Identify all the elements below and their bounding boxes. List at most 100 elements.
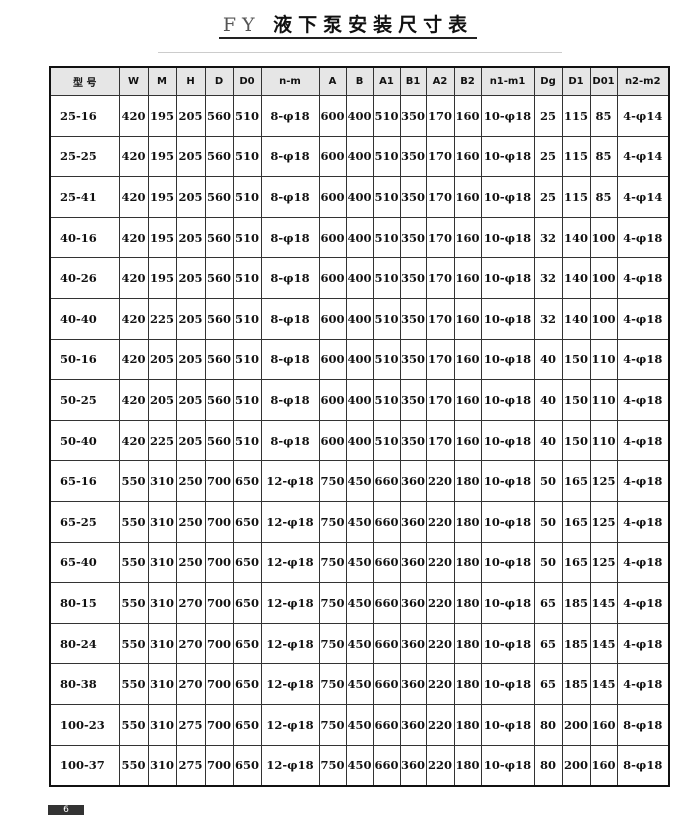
value-cell: 750 xyxy=(318,703,347,746)
value-cell: 160 xyxy=(453,176,482,218)
column-header: D1 xyxy=(561,66,591,96)
value-cell: 140 xyxy=(561,297,591,340)
value-cell: 510 xyxy=(232,297,262,340)
value-cell: 420 xyxy=(118,257,149,299)
value-cell: 12-φ18 xyxy=(260,582,320,624)
value-cell: 400 xyxy=(345,135,374,178)
value-cell: 10-φ18 xyxy=(480,460,535,502)
value-cell: 4-φ18 xyxy=(616,622,670,665)
value-cell: 550 xyxy=(118,582,149,624)
value-cell: 180 xyxy=(453,744,482,787)
value-cell: 4-φ14 xyxy=(616,176,670,218)
value-cell: 140 xyxy=(561,257,591,299)
value-cell: 40 xyxy=(533,338,563,381)
column-header: A xyxy=(318,66,347,96)
value-cell: 650 xyxy=(232,541,262,584)
column-header: n1-m1 xyxy=(480,66,535,96)
value-cell: 750 xyxy=(318,460,347,502)
title-prefix: FY xyxy=(222,14,261,36)
column-header: B xyxy=(345,66,374,96)
value-cell: 700 xyxy=(204,744,234,787)
value-cell: 12-φ18 xyxy=(260,663,320,705)
value-cell: 125 xyxy=(589,500,618,543)
value-cell: 350 xyxy=(399,176,427,218)
model-cell: 65-40 xyxy=(49,541,120,584)
value-cell: 65 xyxy=(533,622,563,665)
value-cell: 700 xyxy=(204,663,234,705)
model-cell: 25-25 xyxy=(49,135,120,178)
value-cell: 8-φ18 xyxy=(260,297,320,340)
value-cell: 160 xyxy=(589,744,618,787)
value-cell: 450 xyxy=(345,541,374,584)
value-cell: 250 xyxy=(175,500,206,543)
value-cell: 32 xyxy=(533,216,563,259)
value-cell: 205 xyxy=(175,419,206,462)
value-cell: 600 xyxy=(318,338,347,381)
value-cell: 450 xyxy=(345,582,374,624)
value-cell: 10-φ18 xyxy=(480,744,535,787)
value-cell: 195 xyxy=(147,216,177,259)
value-cell: 180 xyxy=(453,500,482,543)
model-cell: 25-16 xyxy=(49,95,120,137)
model-cell: 40-40 xyxy=(49,297,120,340)
value-cell: 165 xyxy=(561,460,591,502)
value-cell: 80 xyxy=(533,744,563,787)
value-cell: 85 xyxy=(589,95,618,137)
column-header: M xyxy=(147,66,177,96)
value-cell: 170 xyxy=(425,135,455,178)
value-cell: 560 xyxy=(204,338,234,381)
value-cell: 4-φ18 xyxy=(616,460,670,502)
value-cell: 560 xyxy=(204,135,234,178)
column-header: D xyxy=(204,66,234,96)
value-cell: 310 xyxy=(147,541,177,584)
value-cell: 510 xyxy=(232,338,262,381)
title-text: 液下泵安装尺寸表 xyxy=(273,14,474,36)
value-cell: 360 xyxy=(399,500,427,543)
value-cell: 750 xyxy=(318,500,347,543)
value-cell: 550 xyxy=(118,541,149,584)
value-cell: 400 xyxy=(345,379,374,421)
value-cell: 600 xyxy=(318,257,347,299)
value-cell: 4-φ18 xyxy=(616,500,670,543)
value-cell: 8-φ18 xyxy=(260,135,320,178)
value-cell: 4-φ14 xyxy=(616,95,670,137)
value-cell: 420 xyxy=(118,216,149,259)
value-cell: 600 xyxy=(318,419,347,462)
value-cell: 220 xyxy=(425,460,455,502)
value-cell: 350 xyxy=(399,419,427,462)
value-cell: 400 xyxy=(345,297,374,340)
value-cell: 450 xyxy=(345,622,374,665)
value-cell: 600 xyxy=(318,379,347,421)
model-cell: 40-16 xyxy=(49,216,120,259)
value-cell: 10-φ18 xyxy=(480,703,535,746)
value-cell: 145 xyxy=(589,582,618,624)
table-row: 65-16 550 310 250 700 650 12-φ18 750 450 660 360 22… xyxy=(49,460,670,502)
model-cell: 50-25 xyxy=(49,379,120,421)
value-cell: 350 xyxy=(399,338,427,381)
value-cell: 700 xyxy=(204,500,234,543)
value-cell: 4-φ18 xyxy=(616,338,670,381)
value-cell: 310 xyxy=(147,744,177,787)
value-cell: 170 xyxy=(425,257,455,299)
column-header: Dg xyxy=(533,66,563,96)
value-cell: 150 xyxy=(561,338,591,381)
value-cell: 660 xyxy=(372,582,401,624)
value-cell: 10-φ18 xyxy=(480,582,535,624)
model-cell: 65-25 xyxy=(49,500,120,543)
value-cell: 10-φ18 xyxy=(480,338,535,381)
table-row: 80-24 550 310 270 700 650 12-φ18 750 450 660 360 22… xyxy=(49,622,670,665)
value-cell: 350 xyxy=(399,216,427,259)
value-cell: 600 xyxy=(318,135,347,178)
value-cell: 310 xyxy=(147,663,177,705)
value-cell: 400 xyxy=(345,257,374,299)
column-header: n2-m2 xyxy=(616,66,670,96)
value-cell: 650 xyxy=(232,460,262,502)
value-cell: 560 xyxy=(204,297,234,340)
value-cell: 420 xyxy=(118,176,149,218)
value-cell: 450 xyxy=(345,703,374,746)
value-cell: 160 xyxy=(453,379,482,421)
value-cell: 220 xyxy=(425,622,455,665)
value-cell: 275 xyxy=(175,703,206,746)
value-cell: 195 xyxy=(147,257,177,299)
value-cell: 8-φ18 xyxy=(616,703,670,746)
